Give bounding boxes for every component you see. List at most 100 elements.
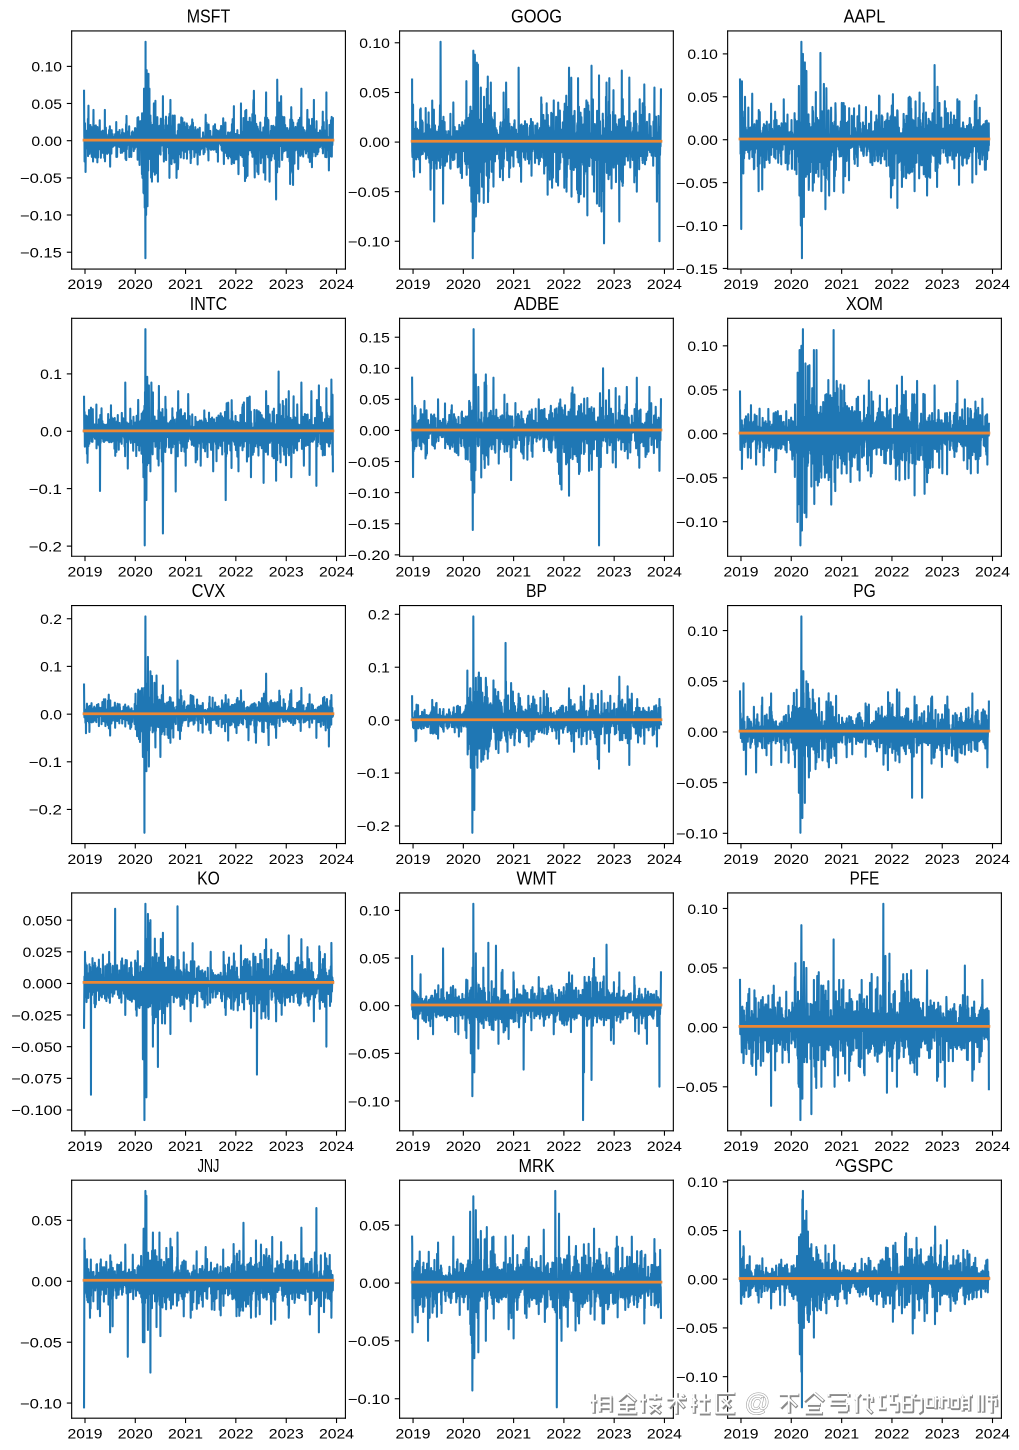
- svg-text:−0.05: −0.05: [676, 1080, 719, 1095]
- svg-text:2021: 2021: [496, 1139, 531, 1154]
- svg-text:2022: 2022: [218, 1426, 253, 1441]
- svg-text:−0.1: −0.1: [29, 482, 62, 497]
- svg-text:0.10: 0.10: [359, 904, 390, 919]
- svg-text:2024: 2024: [975, 1139, 1010, 1154]
- svg-text:−0.05: −0.05: [348, 185, 391, 200]
- svg-text:2019: 2019: [396, 852, 431, 867]
- svg-text:2024: 2024: [647, 852, 682, 867]
- svg-text:−0.10: −0.10: [20, 208, 63, 223]
- svg-text:2021: 2021: [824, 852, 859, 867]
- svg-text:2020: 2020: [118, 565, 153, 580]
- svg-text:2023: 2023: [925, 852, 960, 867]
- svg-text:2020: 2020: [774, 1139, 809, 1154]
- svg-text:0.05: 0.05: [31, 97, 62, 112]
- svg-text:2022: 2022: [218, 277, 253, 292]
- svg-text:−0.05: −0.05: [676, 176, 719, 191]
- svg-text:2021: 2021: [496, 277, 531, 292]
- svg-text:2019: 2019: [396, 1426, 431, 1441]
- svg-text:2022: 2022: [218, 852, 253, 867]
- svg-text:−0.05: −0.05: [676, 1321, 719, 1336]
- svg-text:−0.05: −0.05: [348, 455, 391, 470]
- svg-text:2022: 2022: [874, 277, 909, 292]
- svg-text:0.10: 0.10: [687, 624, 718, 639]
- svg-text:2024: 2024: [647, 1139, 682, 1154]
- svg-text:2023: 2023: [269, 1426, 304, 1441]
- svg-text:2020: 2020: [446, 565, 481, 580]
- svg-text:2023: 2023: [597, 565, 632, 580]
- svg-text:2019: 2019: [68, 277, 103, 292]
- svg-text:0.00: 0.00: [359, 1276, 390, 1291]
- svg-text:2023: 2023: [269, 565, 304, 580]
- svg-text:0.05: 0.05: [359, 393, 390, 408]
- svg-text:2019: 2019: [396, 1139, 431, 1154]
- svg-text:2022: 2022: [218, 565, 253, 580]
- svg-text:−0.15: −0.15: [20, 245, 63, 260]
- svg-text:0.10: 0.10: [31, 60, 62, 75]
- svg-text:−0.05: −0.05: [676, 776, 719, 791]
- svg-text:0.15: 0.15: [359, 330, 390, 345]
- svg-text:−0.100: −0.100: [11, 1103, 62, 1118]
- svg-text:0.05: 0.05: [31, 1214, 62, 1229]
- svg-text:2019: 2019: [396, 277, 431, 292]
- svg-text:2023: 2023: [597, 852, 632, 867]
- svg-text:2020: 2020: [118, 1139, 153, 1154]
- svg-text:ADBE: ADBE: [514, 293, 559, 314]
- svg-text:−0.05: −0.05: [348, 1047, 391, 1062]
- svg-text:−0.10: −0.10: [676, 515, 719, 530]
- svg-text:0.0: 0.0: [368, 713, 390, 728]
- svg-text:2020: 2020: [118, 277, 153, 292]
- svg-text:2024: 2024: [319, 1426, 354, 1441]
- svg-text:0.025: 0.025: [23, 945, 63, 960]
- svg-text:−0.10: −0.10: [348, 486, 391, 501]
- svg-text:0.05: 0.05: [687, 1224, 718, 1239]
- svg-text:2024: 2024: [319, 565, 354, 580]
- svg-text:2023: 2023: [925, 1139, 960, 1154]
- svg-text:0.00: 0.00: [359, 424, 390, 439]
- svg-text:0.00: 0.00: [687, 1021, 718, 1036]
- svg-text:−0.10: −0.10: [676, 1370, 719, 1385]
- svg-text:0.05: 0.05: [687, 383, 718, 398]
- svg-text:−0.2: −0.2: [357, 819, 390, 834]
- svg-text:2020: 2020: [118, 852, 153, 867]
- svg-text:2021: 2021: [824, 565, 859, 580]
- svg-text:2019: 2019: [723, 852, 758, 867]
- svg-text:2024: 2024: [647, 1426, 682, 1441]
- svg-text:0.10: 0.10: [687, 902, 718, 917]
- svg-text:0.00: 0.00: [687, 427, 718, 442]
- svg-text:2021: 2021: [168, 852, 203, 867]
- svg-text:−0.025: −0.025: [11, 1008, 62, 1023]
- svg-text:2024: 2024: [975, 1426, 1010, 1441]
- svg-text:0.05: 0.05: [687, 90, 718, 105]
- svg-text:0.05: 0.05: [359, 86, 390, 101]
- svg-text:2022: 2022: [874, 1426, 909, 1441]
- svg-text:2023: 2023: [269, 1139, 304, 1154]
- svg-text:2022: 2022: [874, 1139, 909, 1154]
- svg-text:2020: 2020: [446, 852, 481, 867]
- svg-text:0.050: 0.050: [23, 913, 63, 928]
- svg-text:WMT: WMT: [516, 868, 557, 889]
- svg-text:2019: 2019: [723, 1426, 758, 1441]
- svg-text:0.00: 0.00: [31, 1274, 62, 1289]
- svg-text:2020: 2020: [774, 277, 809, 292]
- svg-text:2020: 2020: [774, 565, 809, 580]
- svg-text:2021: 2021: [824, 1426, 859, 1441]
- svg-text:0.0: 0.0: [40, 425, 62, 440]
- svg-text:2023: 2023: [925, 277, 960, 292]
- svg-text:2021: 2021: [496, 1426, 531, 1441]
- svg-text:2021: 2021: [496, 565, 531, 580]
- svg-text:2023: 2023: [597, 1139, 632, 1154]
- svg-text:−0.05: −0.05: [676, 471, 719, 486]
- svg-text:2021: 2021: [496, 852, 531, 867]
- svg-text:0.10: 0.10: [359, 36, 390, 51]
- svg-text:−0.10: −0.10: [348, 1094, 391, 1109]
- svg-text:−0.10: −0.10: [676, 219, 719, 234]
- svg-text:BP: BP: [526, 580, 547, 601]
- svg-text:−0.20: −0.20: [348, 548, 391, 563]
- svg-text:2022: 2022: [546, 277, 581, 292]
- svg-text:@: @: [745, 1389, 770, 1417]
- svg-text:2024: 2024: [319, 1139, 354, 1154]
- svg-text:0.00: 0.00: [359, 135, 390, 150]
- svg-text:PFE: PFE: [850, 868, 880, 889]
- svg-text:−0.075: −0.075: [11, 1072, 62, 1087]
- svg-text:INTC: INTC: [190, 293, 227, 314]
